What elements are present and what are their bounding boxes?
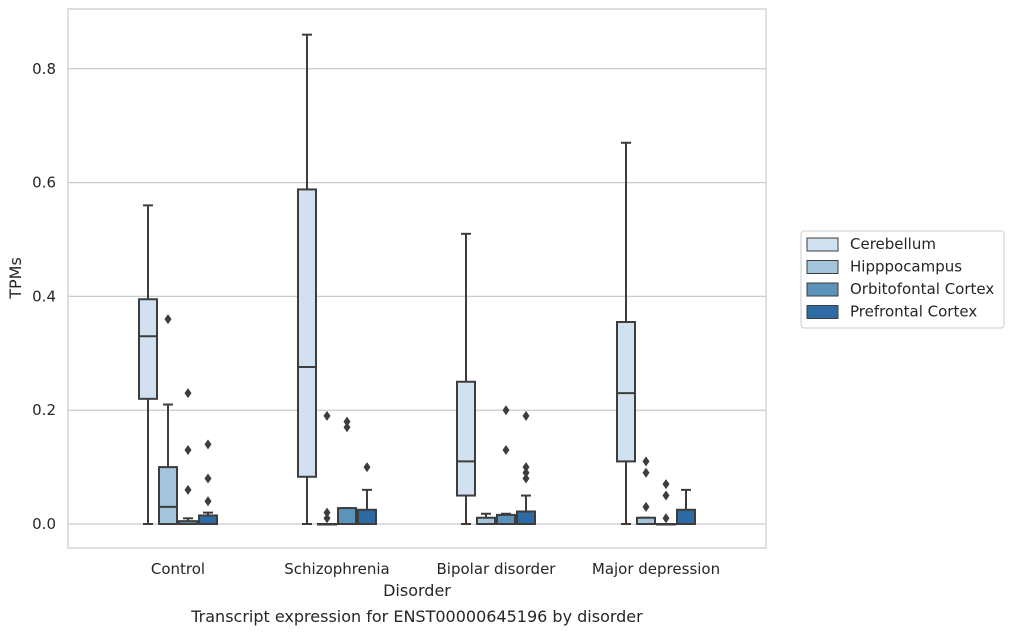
box-3-3: [676, 488, 696, 525]
outlier-point: [204, 439, 212, 450]
outlier-point: [204, 496, 212, 507]
box-body: [357, 508, 377, 525]
x-tick-label: Control: [151, 560, 205, 578]
legend-swatch: [806, 282, 839, 297]
outlier-point: [502, 445, 510, 456]
box-2-0: [178, 388, 198, 526]
outlier-point: [184, 388, 192, 399]
y-tick-label: 0.0: [32, 515, 56, 533]
box-body: [198, 514, 218, 526]
box-0-3: [616, 141, 636, 525]
y-tick-label: 0.2: [32, 401, 56, 419]
outlier-point: [184, 484, 192, 495]
outlier-point: [323, 513, 331, 524]
box-2-2: [496, 405, 516, 525]
legend-swatch: [806, 305, 839, 319]
outlier-point: [204, 473, 212, 484]
outlier-point: [642, 456, 650, 467]
plot-frame: [67, 8, 767, 549]
box-body: [616, 321, 636, 463]
legend-label: Orbitofontal Cortex: [850, 280, 994, 298]
legend-label: Hipppocampus: [850, 258, 962, 276]
box-0-2: [456, 232, 476, 525]
x-axis-title: Disorder: [383, 581, 451, 600]
outlier-point: [323, 507, 331, 518]
legend: Cerebellum Hipppocampus Orbitofontal Corte…: [800, 230, 1005, 329]
box-1-2: [476, 512, 496, 526]
outlier-point: [522, 462, 530, 473]
y-tick-labels: 0.0 0.2 0.4 0.6 0.8: [32, 60, 56, 533]
box-body: [496, 513, 516, 525]
box-1-0: [158, 314, 178, 526]
outlier-point: [642, 501, 650, 512]
outlier-point: [662, 490, 670, 501]
box-2-3: [656, 479, 676, 526]
box-0-1: [297, 33, 317, 525]
box-0-0: [138, 204, 158, 525]
gridlines: [68, 68, 766, 525]
box-2-1: [337, 416, 357, 525]
outlier-point: [522, 410, 530, 421]
box-body: [158, 466, 178, 526]
x-tick-label: Major depression: [592, 560, 720, 578]
outlier-point: [323, 410, 331, 421]
legend-swatch: [806, 260, 839, 274]
y-tick-label: 0.8: [32, 60, 56, 78]
boxes: [138, 33, 696, 526]
legend-frame: [800, 230, 1005, 329]
legend-swatch: [806, 237, 839, 252]
y-axis-title: TPMs: [6, 257, 25, 300]
chart-caption: Transcript expression for ENST0000064519…: [190, 607, 643, 626]
outlier-point: [642, 467, 650, 478]
outlier-point: [343, 416, 351, 427]
box-body: [138, 298, 158, 400]
y-tick-label: 0.6: [32, 174, 56, 192]
outlier-point: [662, 479, 670, 490]
box-body: [676, 508, 696, 525]
legend-label: Prefrontal Cortex: [850, 303, 977, 321]
x-tick-labels: Control Schizophrenia Bipolar disorder Majo…: [151, 560, 720, 578]
legend-label: Cerebellum: [850, 235, 936, 253]
box-body: [456, 380, 476, 497]
y-tick-label: 0.4: [32, 287, 56, 305]
x-tick-label: Bipolar disorder: [437, 560, 557, 578]
box-3-0: [198, 439, 218, 526]
outlier-point: [164, 314, 172, 325]
box-body: [337, 507, 357, 525]
outlier-point: [343, 422, 351, 433]
x-tick-label: Schizophrenia: [284, 560, 389, 578]
outlier-point: [184, 445, 192, 456]
outlier-point: [502, 405, 510, 416]
outlier-point: [662, 513, 670, 524]
outlier-point: [363, 462, 371, 473]
outlier-point: [522, 467, 530, 478]
box-3-1: [357, 462, 377, 525]
box-1-3: [636, 456, 656, 526]
box-1-1: [317, 410, 337, 526]
outlier-point: [522, 473, 530, 484]
box-body: [297, 188, 317, 478]
box-3-2: [516, 410, 536, 525]
box-body: [516, 510, 536, 525]
